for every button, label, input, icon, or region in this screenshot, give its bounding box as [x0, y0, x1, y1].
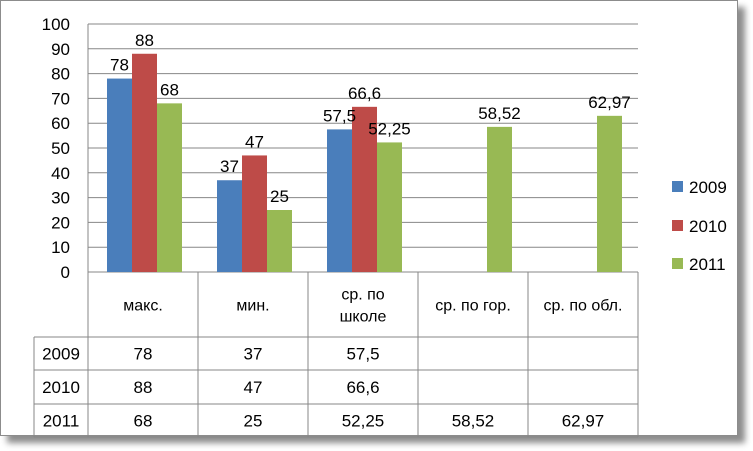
data-label: 25 — [270, 187, 289, 206]
legend-label: 2009 — [689, 178, 727, 197]
legend-label: 2010 — [689, 217, 727, 236]
y-tick-label: 80 — [51, 65, 70, 84]
table-cell: 52,25 — [342, 412, 385, 431]
bar-2010 — [352, 106, 377, 272]
legend-swatch-2011 — [672, 258, 683, 269]
bar-2009 — [327, 129, 352, 272]
data-label: 78 — [110, 56, 129, 75]
table-cell: 78 — [134, 345, 153, 364]
data-label: 58,52 — [478, 104, 521, 123]
table-row-header: 2010 — [42, 378, 80, 397]
bar-2011 — [267, 210, 292, 272]
category-label: макс. — [123, 298, 163, 315]
bar-2010 — [242, 155, 267, 272]
table-cell: 66,6 — [346, 378, 379, 397]
table-cell: 47 — [244, 378, 263, 397]
y-tick-label: 90 — [51, 40, 70, 59]
data-table: макс. мин. ср. по школе ср. по гор. ср. по об… — [33, 272, 639, 438]
category-label: ср. по обл. — [544, 298, 623, 315]
bar-2011 — [487, 126, 512, 273]
data-label: 47 — [245, 132, 264, 151]
y-tick-label: 40 — [51, 164, 70, 183]
category-label: ср. по — [341, 287, 384, 304]
table-cell: 37 — [244, 345, 263, 364]
category-label: школе — [340, 309, 387, 326]
table-cell: 25 — [244, 412, 263, 431]
data-label: 52,25 — [368, 119, 411, 138]
table-row-header: 2009 — [42, 345, 80, 364]
y-tick-label: 10 — [51, 238, 70, 257]
y-axis: 0 10 20 30 40 50 60 70 80 90 100 — [42, 15, 89, 282]
table-cell: 88 — [134, 378, 153, 397]
legend-label: 2011 — [689, 255, 726, 274]
y-tick-label: 60 — [51, 114, 70, 133]
table-row-header: 2011 — [43, 412, 80, 431]
y-tick-label: 30 — [51, 189, 70, 208]
y-tick-label: 0 — [61, 263, 70, 282]
data-labels: 78 37 57,5 88 47 66,6 68 25 52,25 58,52 62,97 — [110, 31, 631, 206]
bar-2009 — [217, 180, 242, 272]
category-label: ср. по гор. — [435, 298, 511, 315]
data-label: 37 — [220, 157, 239, 176]
bar-2011 — [377, 142, 402, 272]
y-tick-label: 20 — [51, 213, 70, 232]
data-label: 62,97 — [588, 93, 631, 112]
bars — [107, 53, 622, 273]
legend-swatch-2010 — [672, 220, 683, 231]
data-label: 88 — [135, 31, 154, 50]
y-tick-label: 100 — [42, 15, 70, 34]
bar-2011 — [597, 115, 622, 272]
legend-swatch-2009 — [672, 181, 683, 192]
data-label: 68 — [160, 80, 179, 99]
y-tick-label: 50 — [51, 139, 70, 158]
table-cell: 57,5 — [346, 345, 379, 364]
bar-2009 — [107, 78, 132, 272]
bar-2011 — [157, 103, 182, 272]
data-label: 66,6 — [348, 84, 381, 103]
data-label: 57,5 — [323, 106, 356, 125]
y-tick-label: 70 — [51, 89, 70, 108]
table-cell: 62,97 — [562, 412, 605, 431]
table-cell: 68 — [134, 412, 153, 431]
legend: 2009 2010 2011 — [672, 178, 727, 274]
bar-2010 — [132, 53, 157, 273]
bar-chart: 0 10 20 30 40 50 60 70 80 90 100 78 37 57,5 88 47 66,6 6… — [33, 15, 727, 438]
table-cell: 58,52 — [452, 412, 495, 431]
category-label: мин. — [236, 298, 269, 315]
